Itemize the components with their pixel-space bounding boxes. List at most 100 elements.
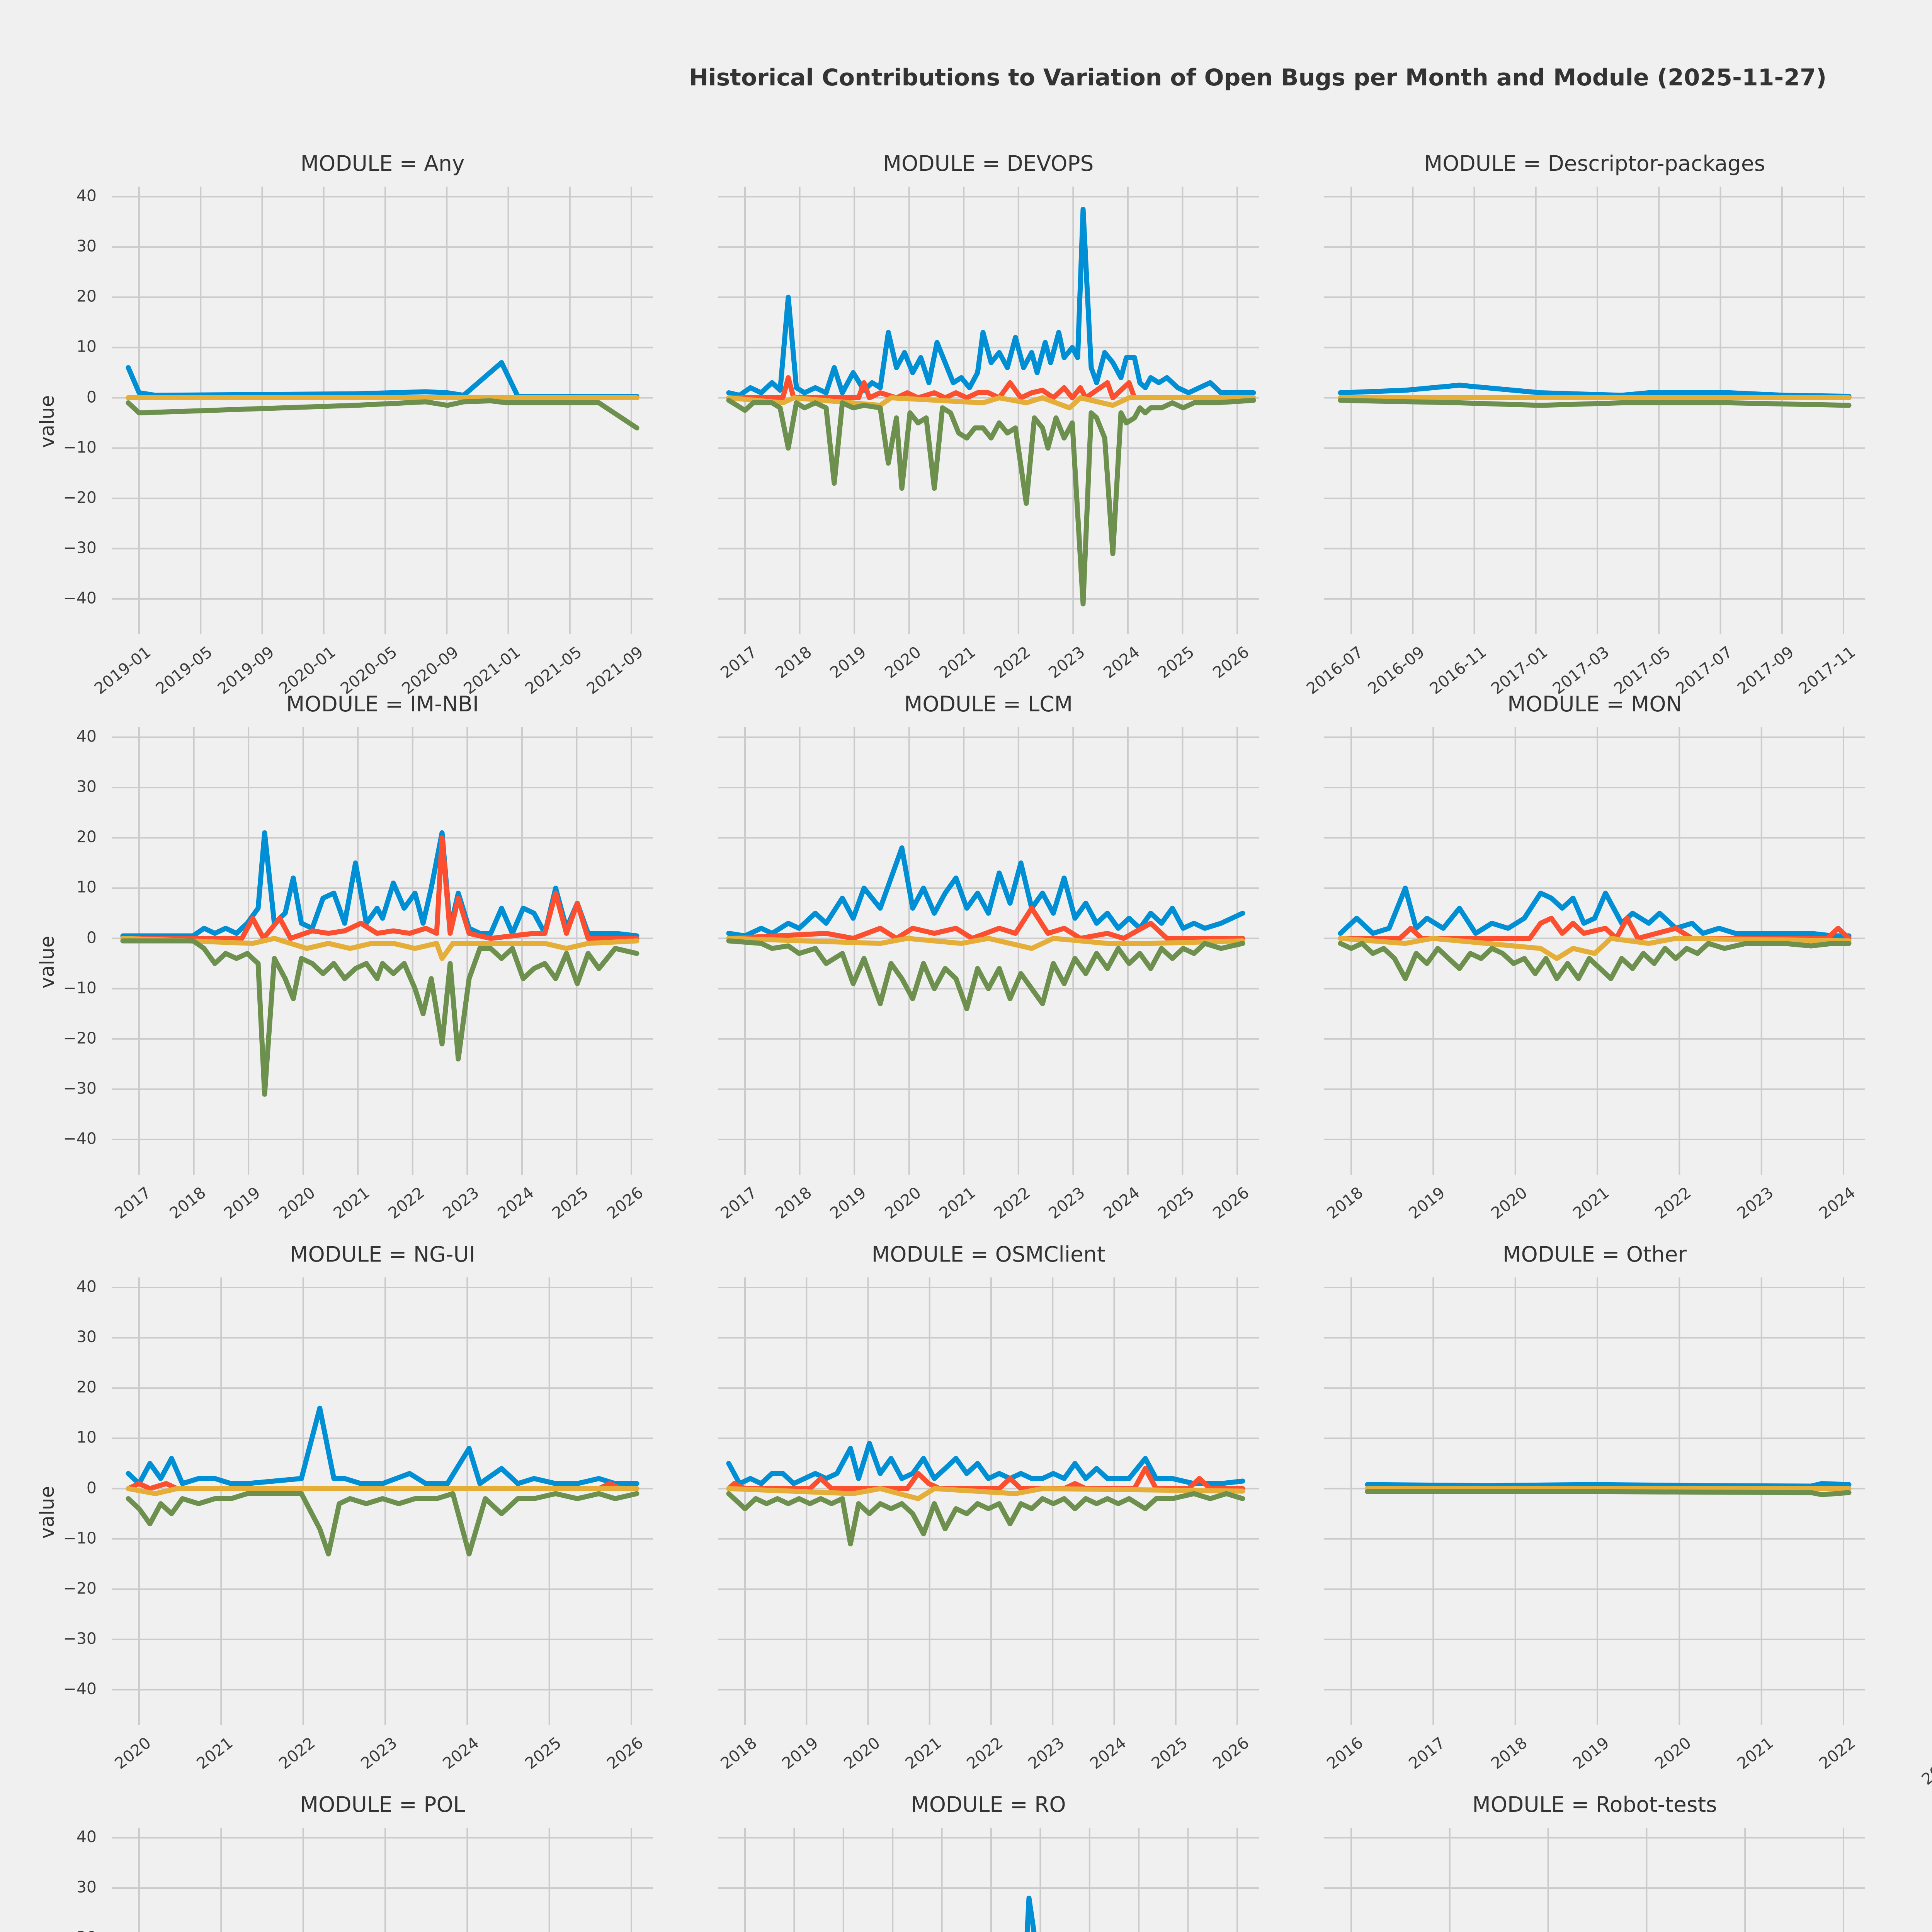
subplot-lcm: MODULE = LCM 2017 2018 2019 2020 2021 2022 2023…	[717, 692, 1259, 1223]
line-opened	[726, 207, 1256, 398]
y-tick-label: 10	[76, 1428, 97, 1447]
x-tick-label: 2020-05	[337, 643, 401, 698]
line-closed	[1338, 941, 1852, 981]
y-tick-label: 0	[86, 928, 97, 947]
x-tick-label: 2017	[717, 643, 760, 682]
x-tick-label: 2016-07	[1303, 643, 1367, 698]
line-false_closed	[1338, 936, 1852, 961]
x-tick-label: 2017-03	[1549, 643, 1613, 698]
y-tick-label: 40	[76, 1277, 97, 1296]
x-tick-label: 2021	[935, 643, 979, 682]
x-tick-label: 2018	[772, 643, 815, 682]
x-tick-label: 2016-11	[1426, 643, 1490, 698]
x-tick-label: 2020-01	[275, 643, 339, 698]
x-tick-label: 2016	[1873, 1183, 1932, 1274]
subplot-ro: MODULE = RO20162017201820192020202120222…	[718, 1792, 1259, 1932]
line-closed	[726, 398, 1256, 607]
line-false_closed	[726, 1486, 1245, 1501]
y-tick-label: 20	[76, 827, 97, 846]
subplot-ng-ui: MODULE = NG-UI 2020 2021 2022 2023 2024 2025 20…	[36, 1242, 653, 1773]
subplot-title: MODULE = Any	[300, 151, 465, 176]
subplot-title: MODULE = RO	[911, 1792, 1066, 1817]
plot-area	[1324, 1277, 1865, 1725]
plot-area	[718, 187, 1259, 634]
x-tick-label: 2019-05	[152, 643, 216, 698]
line-closed	[126, 1491, 639, 1557]
line-opened	[726, 845, 1245, 939]
y-tick-label: −10	[63, 978, 97, 997]
y-tick-label: 0	[86, 388, 97, 406]
subplot-osmclient: MODULE = OSMClient 2018 2019 2020 2021 2022 20…	[717, 1242, 1259, 1773]
y-tick-label: 30	[76, 236, 97, 255]
y-tick-label: −30	[63, 1079, 97, 1098]
line-reopened	[120, 835, 639, 941]
y-tick-label: −20	[63, 488, 97, 507]
line-false_closed	[126, 1486, 639, 1496]
subplot-descriptor-packages: MODULE = Descriptor-packages 2016-07 2016-…	[1303, 151, 1865, 698]
x-tick-label: 2016	[1873, 643, 1932, 733]
subplot-title: MODULE = Other	[1503, 1242, 1687, 1267]
line-opened	[126, 360, 639, 399]
line-opened	[126, 1405, 639, 1486]
subplot-title: MODULE = OSMClient	[871, 1242, 1105, 1267]
line-closed	[726, 1491, 1245, 1547]
figure-title: Historical Contributions to Variation of…	[689, 64, 1827, 92]
line-opened	[120, 830, 639, 939]
y-tick-label: −10	[63, 1529, 97, 1548]
line-reopened	[726, 905, 1245, 941]
x-tick-label: 2017-11	[1795, 643, 1859, 698]
subplot-title: MODULE = IM-NBI	[286, 692, 479, 716]
line-closed	[1365, 1489, 1852, 1497]
line-opened	[1024, 1895, 1037, 1932]
plot-area	[1324, 727, 1865, 1175]
subplot-title: MODULE = Robot-tests	[1472, 1792, 1717, 1817]
subplot-devops: MODULE = DEVOPS 2017 2018 2019 2020 2021 2022 2…	[717, 151, 1259, 682]
x-tick-label: 2017-07	[1672, 643, 1736, 698]
plot-area	[718, 1828, 1259, 1932]
x-tick-label: 2026	[1209, 643, 1253, 682]
line-false_closed	[726, 936, 1245, 951]
y-tick-label: −10	[63, 438, 97, 457]
y-tick-label: 20	[76, 287, 97, 306]
y-tick-label: 30	[76, 777, 97, 796]
subplot-im-nbi: MODULE = IM-NBI 2017 2018 2019 2020 2021 2022 2…	[36, 692, 653, 1223]
x-tick-label: 2020	[881, 643, 925, 682]
plot-area	[1324, 1828, 1865, 1932]
line-false_closed	[726, 395, 1256, 410]
x-tick-label: 2020-09	[398, 643, 462, 698]
x-tick-label: 2020-07	[1918, 1733, 1932, 1789]
subplot-mon: MODULE = MON 2018 2019 2020 2021 2022 2023 2024	[1323, 692, 1865, 1223]
x-tick-label: 2017-05	[1611, 643, 1674, 698]
subplot-pol: MODULE = POL2018201920202021202220232024…	[77, 1792, 653, 1932]
line-closed	[126, 398, 639, 430]
line-reopened	[726, 375, 1256, 400]
line-opened	[1365, 1481, 1852, 1489]
y-tick-label: 40	[76, 1827, 97, 1846]
y-tick-label: 10	[76, 337, 97, 356]
plot-area	[1324, 187, 1865, 634]
y-axis-label: value	[36, 395, 58, 448]
y-tick-label: 20	[76, 1378, 97, 1396]
y-tick-label: 0	[86, 1478, 97, 1497]
x-tick-label: 2023	[1045, 643, 1088, 682]
x-tick-label: 2016-09	[1364, 643, 1428, 698]
x-tick-label: 2022	[990, 643, 1034, 682]
subplot-title: MODULE = Descriptor-packages	[1424, 151, 1765, 176]
subplot-title: MODULE = NG-UI	[290, 1242, 475, 1267]
plot-area	[112, 1277, 653, 1725]
line-opened	[1338, 383, 1852, 399]
y-tick-label: 30	[76, 1878, 97, 1896]
x-tick-label: 2019-01	[91, 643, 155, 698]
y-tick-label: −40	[63, 1129, 97, 1148]
y-tick-label: −30	[63, 1629, 97, 1648]
x-tick-label: 2017-01	[1487, 643, 1551, 698]
y-tick-label: −20	[63, 1029, 97, 1048]
plot-area	[112, 187, 653, 634]
line-closed	[1338, 398, 1852, 408]
subplot-any: MODULE = Any 2019-01 2019-05 2019-09 2020-01…	[36, 151, 653, 698]
line-false_closed	[120, 936, 639, 961]
x-tick-label: 2021-01	[460, 643, 524, 698]
x-tick-label: 2019-09	[214, 643, 278, 698]
subplot-title: MODULE = LCM	[904, 692, 1073, 716]
line-opened	[726, 1440, 1245, 1486]
